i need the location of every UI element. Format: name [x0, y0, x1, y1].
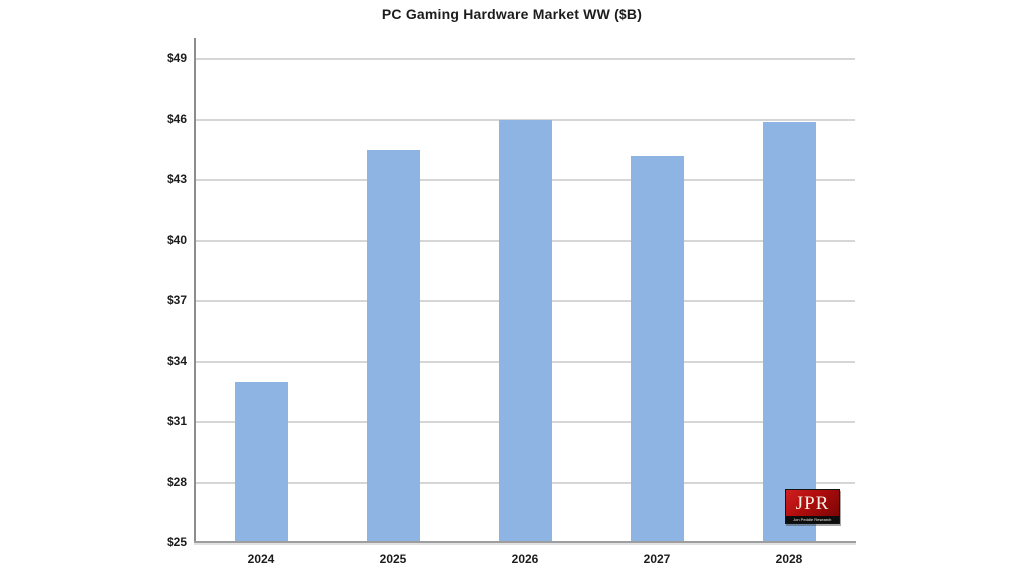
y-tick-label-40: $40 [166, 232, 187, 247]
bar-2026 [498, 119, 552, 541]
bar-2027 [630, 155, 684, 541]
y-tick-label-34: $34 [166, 353, 187, 368]
y-tick-label-37: $37 [166, 293, 187, 307]
x-axis-line [194, 541, 856, 543]
y-tick-label-25: $25 [166, 535, 187, 549]
jpr-logo-red-panel: JPR [786, 490, 839, 516]
x-tick-label-2027: 2027 [643, 552, 671, 566]
jpr-logo-text: JPR [795, 492, 830, 514]
jpr-logo-band: Jon Peddie Research [786, 516, 839, 523]
y-tick-label-43: $43 [166, 172, 187, 186]
x-tick-label-2026: 2026 [511, 552, 539, 566]
y-axis-line [194, 38, 196, 543]
y-tick-label-31: $31 [166, 414, 187, 428]
jpr-logo-subtext: Jon Peddie Research [793, 517, 832, 522]
bar-2028 [762, 121, 816, 541]
gridline-49 [195, 58, 855, 60]
y-tick-label-49: $49 [166, 51, 187, 65]
y-tick-label-46: $46 [166, 111, 187, 126]
x-tick-label-2024: 2024 [247, 552, 275, 566]
bar-2024 [234, 381, 288, 541]
x-tick-label-2025: 2025 [379, 552, 407, 566]
chart-title: PC Gaming Hardware Market WW ($B) [381, 6, 643, 22]
jpr-logo: JPR Jon Peddie Research [785, 489, 840, 524]
x-tick-label-2028: 2028 [775, 552, 803, 566]
bar-2025 [366, 149, 420, 541]
y-tick-label-28: $28 [166, 474, 187, 489]
